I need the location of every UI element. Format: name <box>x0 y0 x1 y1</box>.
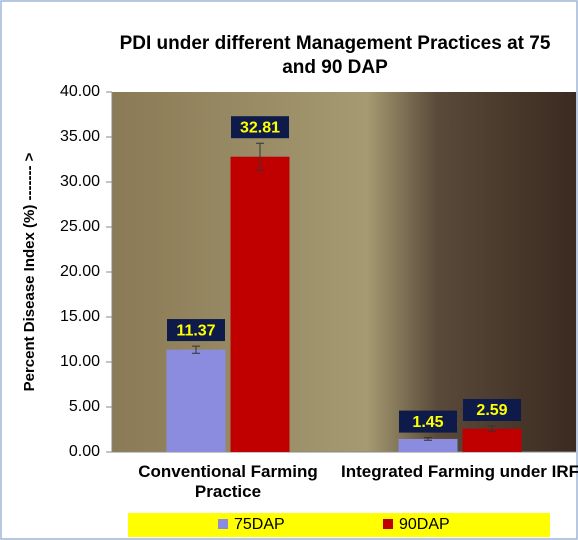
legend-label: 75DAP <box>234 516 285 533</box>
y-tick-label: 25.00 <box>60 218 100 235</box>
bar <box>166 349 226 452</box>
y-tick-label: 35.00 <box>60 128 100 145</box>
error-bar <box>256 142 264 171</box>
bar <box>398 438 458 452</box>
error-bar <box>488 425 496 432</box>
y-axis-label: Percent Disease Index (%) ------- > <box>21 152 38 391</box>
chart-title: PDI under different Management Practices… <box>119 33 551 78</box>
legend-box <box>128 513 550 537</box>
value-label: 1.45 <box>412 414 443 431</box>
legend-label: 90DAP <box>399 516 450 533</box>
value-label-box <box>231 116 289 139</box>
y-tick-label: 5.00 <box>69 398 100 415</box>
y-tick-label: 15.00 <box>60 308 100 325</box>
bar <box>462 428 522 452</box>
value-label: 11.37 <box>176 322 215 339</box>
y-tick-label: 30.00 <box>60 173 100 190</box>
value-label: 2.59 <box>476 402 507 419</box>
error-bar <box>424 437 432 441</box>
y-tick-label: 40.00 <box>60 83 100 100</box>
x-tick-label: Integrated Farming under IRF <box>340 462 578 481</box>
value-label-box <box>167 319 225 342</box>
legend-swatch <box>383 519 393 529</box>
value-label-box <box>463 398 521 421</box>
error-bar <box>192 345 200 354</box>
legend-swatch <box>218 519 228 529</box>
value-label-box <box>399 410 457 433</box>
y-tick-label: 20.00 <box>60 263 100 280</box>
y-tick-label: 0.00 <box>69 443 100 460</box>
y-tick-label: 10.00 <box>60 353 100 370</box>
x-tick-label: Conventional Farming Practice <box>138 462 318 501</box>
bar <box>230 156 290 452</box>
value-label: 32.81 <box>240 119 280 136</box>
